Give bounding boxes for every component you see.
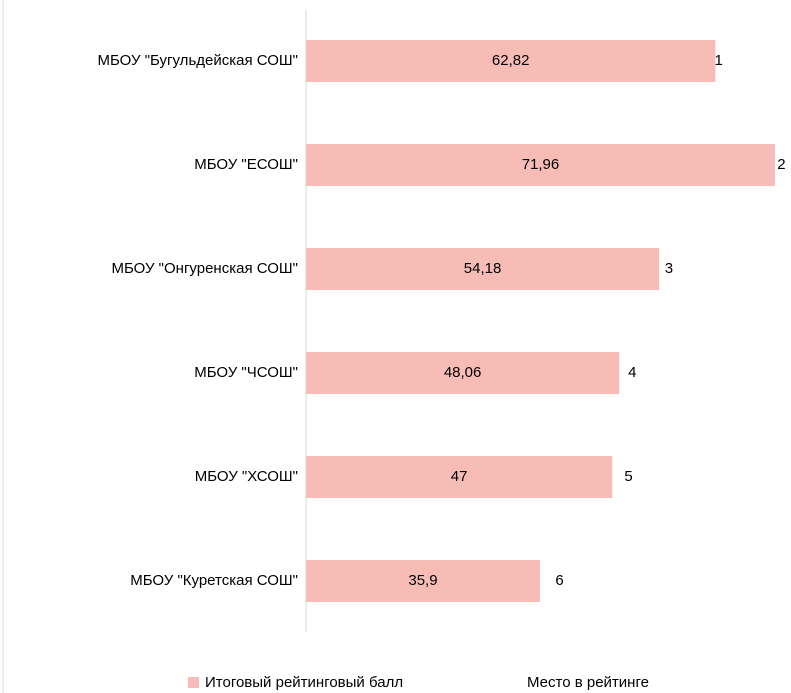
data-label: 62,82 (492, 52, 530, 69)
data-label: 3 (665, 260, 673, 277)
legend-label: Место в рейтинге (527, 674, 649, 691)
data-label: 4 (628, 364, 636, 381)
data-label: 6 (555, 572, 563, 589)
y-tick-label: МБОУ "ЧСОШ" (194, 364, 298, 381)
y-tick-label: МБОУ "Бугульдейская СОШ" (98, 52, 299, 69)
legend-swatch (188, 677, 199, 688)
data-label: 54,18 (464, 260, 502, 277)
bar (306, 40, 716, 82)
y-tick-label: МБОУ "ЕСОШ" (194, 156, 298, 173)
bar (306, 456, 613, 498)
legend-label: Итоговый рейтинговый балл (205, 674, 403, 691)
data-label: 47 (451, 468, 468, 485)
data-label: 5 (624, 468, 632, 485)
y-tick-label: МБОУ "Онгуренская СОШ" (111, 260, 298, 277)
data-label: 1 (714, 52, 722, 69)
bar (306, 144, 775, 186)
bar (306, 352, 620, 394)
bar (306, 560, 540, 602)
data-label: 35,9 (408, 572, 437, 589)
bar (306, 248, 660, 290)
data-label: 2 (777, 156, 785, 173)
y-tick-label: МБОУ "Куретская СОШ" (130, 572, 298, 589)
y-tick-label: МБОУ "ХСОШ" (195, 468, 298, 485)
data-label: 48,06 (444, 364, 482, 381)
data-label: 71,96 (522, 156, 560, 173)
